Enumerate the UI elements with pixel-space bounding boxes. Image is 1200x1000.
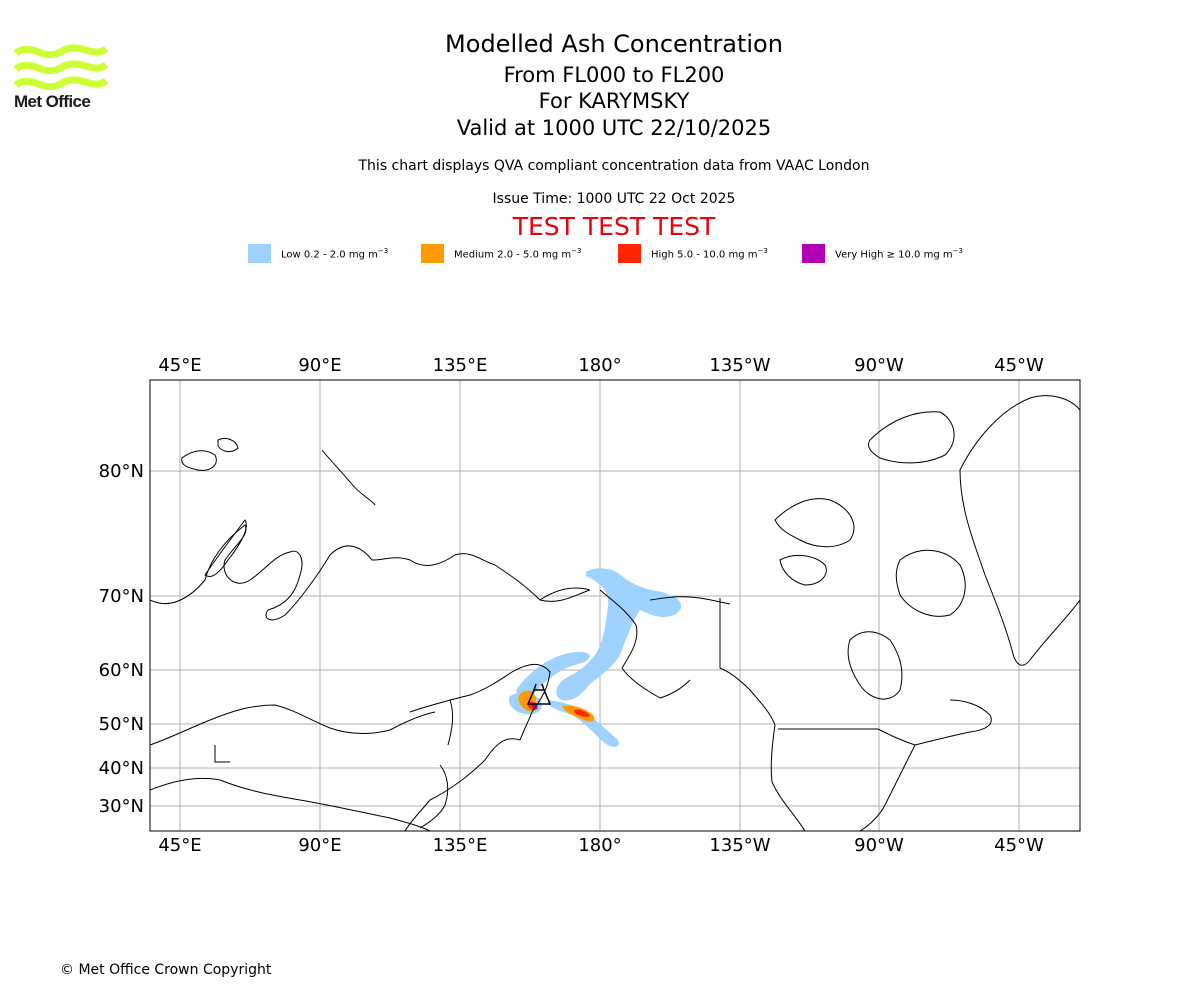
lon-label: 135°W bbox=[709, 355, 770, 376]
map-frame bbox=[149, 379, 1081, 832]
lon-label: 180° bbox=[578, 835, 621, 856]
lat-labels: 80°N 70°N 60°N 50°N 40°N 30°N bbox=[99, 461, 144, 817]
lon-label: 45°W bbox=[994, 835, 1044, 856]
brand-name: Met Office bbox=[14, 92, 91, 111]
test-banner: TEST TEST TEST bbox=[512, 212, 716, 241]
lon-label: 90°W bbox=[854, 835, 904, 856]
lon-label: 90°E bbox=[298, 355, 341, 376]
copyright-footer: © Met Office Crown Copyright bbox=[60, 962, 272, 978]
lat-label: 80°N bbox=[99, 461, 144, 482]
lat-label: 40°N bbox=[99, 758, 144, 779]
coastlines bbox=[150, 395, 1080, 831]
met-office-logo-icon bbox=[14, 44, 109, 91]
legend-label-very-high: Very High ≥ 10.0 mg m bbox=[835, 249, 953, 261]
lon-labels-bottom: 45°E 90°E 135°E 180° 135°W 90°W 45°W bbox=[158, 835, 1044, 856]
lat-label: 30°N bbox=[99, 796, 144, 817]
valid-time: Valid at 1000 UTC 22/10/2025 bbox=[456, 116, 772, 140]
chart-title: Modelled Ash Concentration bbox=[445, 30, 783, 58]
lon-label: 45°E bbox=[158, 835, 201, 856]
legend-item-high: High 5.0 - 10.0 mg m−3 bbox=[618, 244, 768, 263]
lon-label: 90°W bbox=[854, 355, 904, 376]
legend-label-low: Low 0.2 - 2.0 mg m bbox=[281, 249, 378, 261]
lon-label: 135°E bbox=[433, 835, 488, 856]
lon-label: 135°W bbox=[709, 835, 770, 856]
legend-swatch-low bbox=[248, 244, 271, 263]
legend-label-medium: Medium 2.0 - 5.0 mg m bbox=[454, 249, 572, 261]
data-source-note: This chart displays QVA compliant concen… bbox=[358, 158, 870, 174]
lon-label: 45°E bbox=[158, 355, 201, 376]
lat-label: 70°N bbox=[99, 586, 144, 607]
lat-label: 60°N bbox=[99, 660, 144, 681]
legend-unit-exponent: −3 bbox=[377, 246, 389, 255]
lon-labels-top: 45°E 90°E 135°E 180° 135°W 90°W 45°W bbox=[158, 355, 1044, 376]
legend-unit-exponent: −3 bbox=[571, 246, 582, 255]
legend-item-low: Low 0.2 - 2.0 mg m−3 bbox=[248, 244, 388, 263]
lon-label: 135°E bbox=[433, 355, 488, 376]
graticule bbox=[150, 380, 1080, 831]
lat-label: 50°N bbox=[99, 714, 144, 735]
issue-time: Issue Time: 1000 UTC 22 Oct 2025 bbox=[492, 191, 736, 207]
legend-unit-exponent: −3 bbox=[757, 246, 768, 255]
volcano-source-marker-icon bbox=[526, 683, 552, 705]
legend-item-very-high: Very High ≥ 10.0 mg m−3 bbox=[802, 244, 963, 263]
volcano-name: For KARYMSKY bbox=[538, 89, 690, 113]
legend-label-high: High 5.0 - 10.0 mg m bbox=[651, 249, 758, 261]
legend-swatch-medium bbox=[421, 244, 444, 263]
legend-swatch-high bbox=[618, 244, 641, 263]
lon-label: 180° bbox=[578, 355, 621, 376]
legend-item-medium: Medium 2.0 - 5.0 mg m−3 bbox=[421, 244, 581, 263]
lon-label: 45°W bbox=[994, 355, 1044, 376]
legend-unit-exponent: −3 bbox=[952, 246, 963, 255]
legend-swatch-very-high bbox=[802, 244, 825, 263]
flight-level-range: From FL000 to FL200 bbox=[503, 63, 725, 87]
lon-label: 90°E bbox=[298, 835, 341, 856]
